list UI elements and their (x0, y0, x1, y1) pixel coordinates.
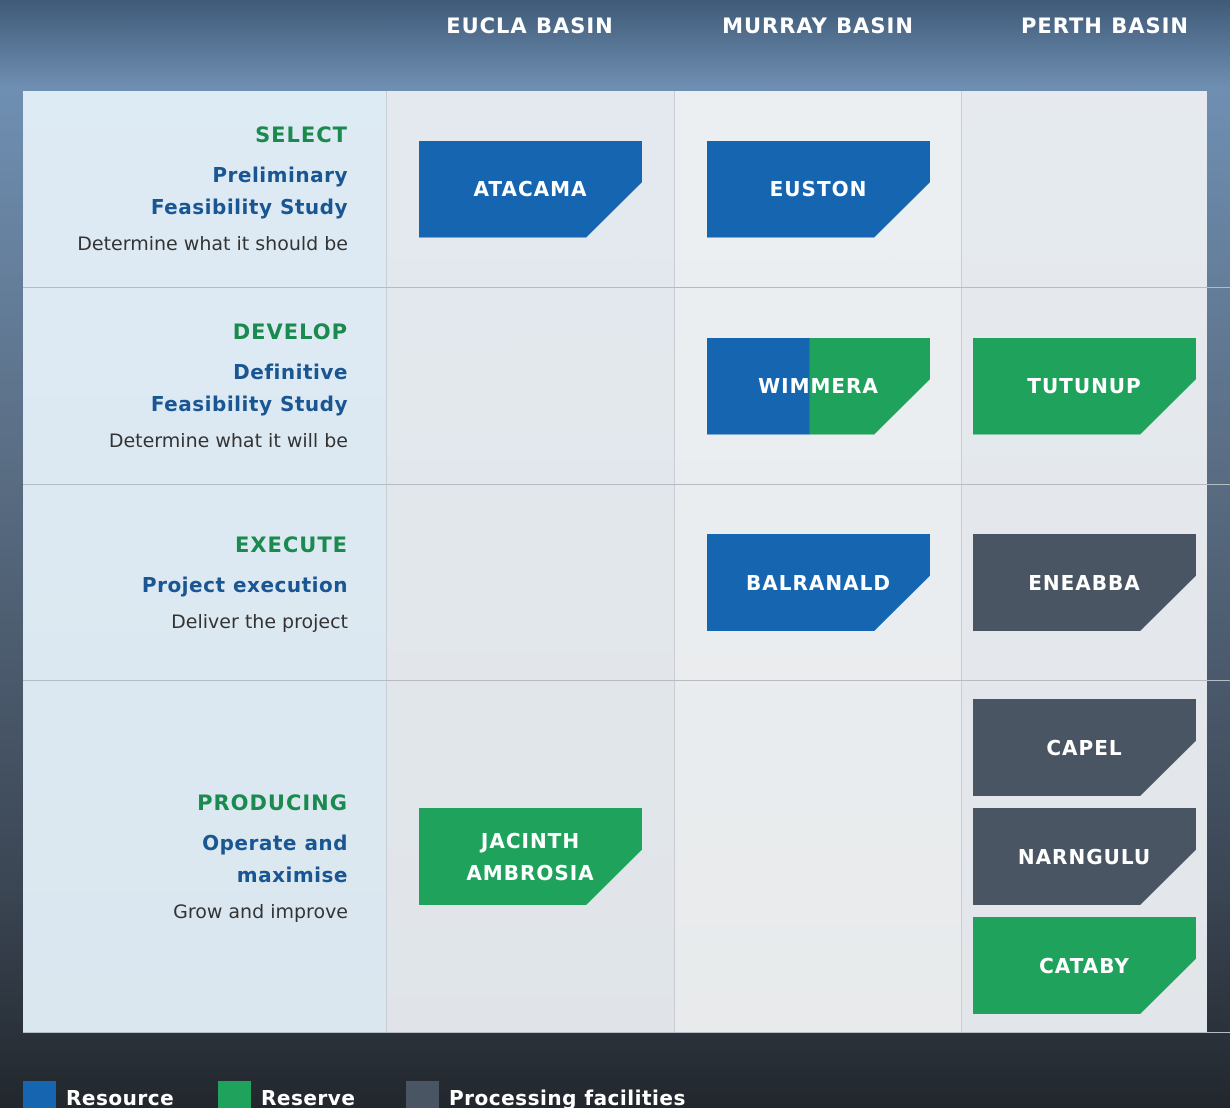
basin-cell: EUSTON (674, 91, 962, 287)
stage-row: DEVELOP Definitive Feasibility Study Deter… (23, 288, 1230, 485)
stage-name: SELECT (255, 123, 348, 147)
basin-cell: BALRANALD (674, 485, 962, 680)
project-badge: ENEABBA (973, 534, 1196, 631)
legend-swatch (406, 1081, 439, 1108)
basin-cell (961, 91, 1207, 287)
legend-label: Resource (66, 1085, 175, 1108)
stage-label: EXECUTE Project execution Deliver the proj… (23, 485, 386, 680)
project-badge: CAPEL (973, 699, 1196, 796)
stage-subtitle: Operate and maximise (202, 830, 348, 887)
project-badge: CATABY (973, 917, 1196, 1014)
basin-cell: WIMMERA (674, 288, 962, 484)
legend-item: Reserve (218, 1081, 355, 1108)
stage-row: SELECT Preliminary Feasibility Study Deter… (23, 91, 1230, 288)
basin-cell: ATACAMA (386, 91, 674, 287)
basin-cell (386, 485, 674, 680)
stage-subtitle: Definitive Feasibility Study (150, 360, 348, 416)
stage-subtitle: Project execution (141, 572, 348, 597)
stage-description: Determine what it will be (108, 430, 348, 452)
basin-cell (386, 288, 674, 484)
stage-description: Deliver the project (171, 610, 348, 633)
legend-item: Processing facilities (406, 1081, 686, 1108)
stage-name: PRODUCING (197, 790, 348, 815)
stage-label: PRODUCING Operate and maximise Grow and im… (23, 681, 386, 1032)
project-badge: BALRANALD (707, 534, 930, 631)
legend-label: Reserve (261, 1085, 356, 1108)
basin-cell: JACINTH AMBROSIA (386, 681, 674, 1032)
stage-description: Grow and improve (173, 900, 348, 923)
column-header: MURRAY BASIN (722, 14, 914, 38)
project-badge: ATACAMA (419, 140, 642, 238)
stage-row: PRODUCING Operate and maximise Grow and im… (23, 681, 1230, 1033)
column-header: PERTH BASIN (1021, 14, 1189, 38)
stage-name: DEVELOP (232, 320, 348, 344)
column-header: EUCLA BASIN (446, 14, 614, 38)
legend-swatch (23, 1081, 56, 1108)
legend-swatch (218, 1081, 251, 1108)
stage-label: DEVELOP Definitive Feasibility Study Deter… (23, 288, 386, 484)
basin-cell: TUTUNUP (961, 288, 1207, 484)
stage-description: Determine what it should be (77, 233, 348, 255)
basin-cell: CAPEL NARNGULU CATABY (961, 681, 1207, 1032)
stage-row: EXECUTE Project execution Deliver the proj… (23, 485, 1230, 681)
legend-label: Processing facilities (449, 1085, 686, 1108)
stage-label: SELECT Preliminary Feasibility Study Deter… (23, 91, 386, 287)
stage-name: EXECUTE (234, 532, 348, 557)
project-badge: EUSTON (707, 140, 930, 238)
legend-item: Resource (23, 1081, 174, 1108)
stage-subtitle: Preliminary Feasibility Study (150, 163, 348, 219)
matrix: SELECT Preliminary Feasibility Study Deter… (23, 91, 1230, 1033)
project-badge: WIMMERA (707, 337, 930, 435)
project-badge: NARNGULU (973, 808, 1196, 905)
project-badge: JACINTH AMBROSIA (419, 808, 642, 905)
basin-cell: ENEABBA (961, 485, 1207, 680)
basin-cell (674, 681, 962, 1032)
project-badge: TUTUNUP (973, 337, 1196, 435)
